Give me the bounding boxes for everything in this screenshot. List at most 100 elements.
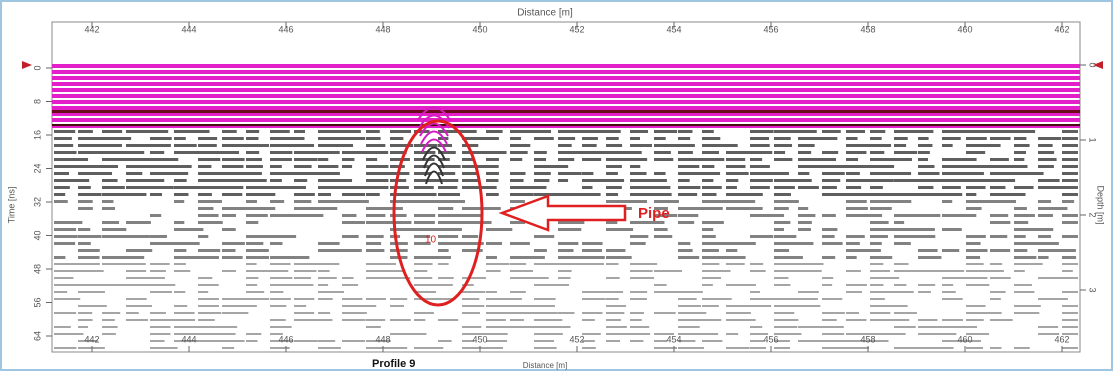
- gray-trace: [486, 270, 501, 272]
- gray-trace: [630, 319, 642, 321]
- gray-trace: [966, 263, 984, 265]
- gray-trace: [654, 130, 677, 133]
- gray-trace: [486, 186, 497, 189]
- gray-trace: [558, 277, 571, 279]
- gray-trace: [222, 214, 236, 217]
- gray-trace: [1062, 347, 1078, 349]
- gray-trace: [750, 347, 766, 349]
- gray-trace: [774, 144, 792, 147]
- gray-trace: [822, 137, 837, 140]
- gray-trace: [534, 130, 551, 133]
- gray-trace: [1038, 200, 1051, 203]
- gray-trace: [246, 249, 269, 252]
- gray-trace: [558, 242, 578, 245]
- gray-trace: [990, 158, 1009, 161]
- gray-trace: [78, 256, 100, 259]
- x-tick-label: 450: [472, 334, 487, 344]
- gray-trace: [150, 144, 171, 147]
- gray-trace: [966, 207, 982, 210]
- gray-trace: [750, 291, 760, 293]
- gray-trace: [390, 186, 409, 189]
- gray-trace: [798, 270, 822, 272]
- gray-trace: [294, 165, 312, 168]
- gray-trace: [534, 137, 554, 140]
- gray-trace: [366, 249, 384, 252]
- magenta-band: [52, 76, 1080, 80]
- gray-trace: [942, 137, 961, 140]
- gray-trace: [342, 130, 361, 133]
- gray-trace: [198, 207, 213, 210]
- gray-trace: [966, 151, 985, 154]
- gray-trace: [726, 200, 755, 203]
- gray-trace: [1038, 228, 1053, 231]
- gray-trace: [894, 130, 919, 133]
- gray-trace: [918, 165, 935, 168]
- gray-trace: [318, 165, 338, 168]
- gray-trace: [510, 130, 535, 133]
- gray-trace: [894, 221, 904, 224]
- gray-trace: [366, 193, 380, 196]
- gray-trace: [678, 130, 692, 133]
- gray-trace: [846, 291, 862, 293]
- gray-trace: [606, 151, 633, 154]
- gray-trace: [1014, 144, 1030, 147]
- gray-trace: [246, 305, 257, 307]
- gray-trace: [486, 263, 510, 265]
- gray-trace: [1014, 214, 1035, 217]
- gray-trace: [678, 151, 693, 154]
- ellipse-label: 10: [425, 235, 437, 246]
- gray-trace: [606, 249, 625, 252]
- gray-trace: [894, 151, 917, 154]
- gray-trace: [54, 256, 65, 259]
- gray-trace: [654, 158, 673, 161]
- gray-trace: [78, 263, 100, 265]
- gray-trace: [822, 319, 837, 321]
- gray-trace: [678, 326, 700, 328]
- gray-trace: [678, 193, 697, 196]
- gray-trace: [366, 165, 388, 168]
- gray-trace: [870, 256, 892, 259]
- gray-trace: [1038, 165, 1054, 168]
- gray-trace: [222, 186, 243, 189]
- gray-trace: [678, 186, 700, 189]
- gray-trace: [702, 193, 717, 196]
- gray-trace: [990, 235, 1007, 238]
- gray-trace: [246, 207, 275, 210]
- gray-trace: [966, 256, 980, 259]
- gray-trace: [54, 235, 78, 238]
- gray-trace: [1014, 256, 1036, 259]
- gray-trace: [438, 193, 460, 196]
- gray-trace: [726, 249, 737, 252]
- gray-trace: [918, 144, 932, 147]
- gray-trace: [1062, 193, 1078, 196]
- gray-trace: [366, 319, 385, 321]
- gray-trace: [630, 263, 657, 265]
- gray-trace: [78, 249, 100, 252]
- gray-trace: [798, 214, 815, 217]
- gray-trace: [246, 221, 258, 224]
- gray-trace: [390, 333, 418, 335]
- gray-trace: [78, 179, 89, 182]
- gray-trace: [174, 200, 184, 203]
- gray-trace: [702, 137, 720, 140]
- gray-trace: [342, 144, 353, 147]
- gray-trace: [918, 186, 933, 189]
- gray-trace: [54, 347, 77, 349]
- gray-trace: [678, 172, 705, 175]
- gray-trace: [366, 221, 391, 224]
- gray-trace: [702, 284, 713, 286]
- gray-trace: [702, 256, 727, 259]
- gray-trace: [366, 235, 384, 238]
- gray-trace: [438, 277, 454, 279]
- gray-trace: [294, 137, 304, 140]
- gray-trace: [318, 263, 339, 265]
- gray-trace: [990, 200, 1016, 203]
- gray-trace: [606, 158, 634, 161]
- gray-trace: [222, 347, 234, 349]
- gray-trace: [654, 186, 670, 189]
- gray-trace: [630, 151, 642, 154]
- gray-trace: [78, 270, 104, 272]
- gray-trace: [942, 298, 963, 300]
- gray-trace: [222, 130, 237, 133]
- gray-trace: [366, 326, 381, 328]
